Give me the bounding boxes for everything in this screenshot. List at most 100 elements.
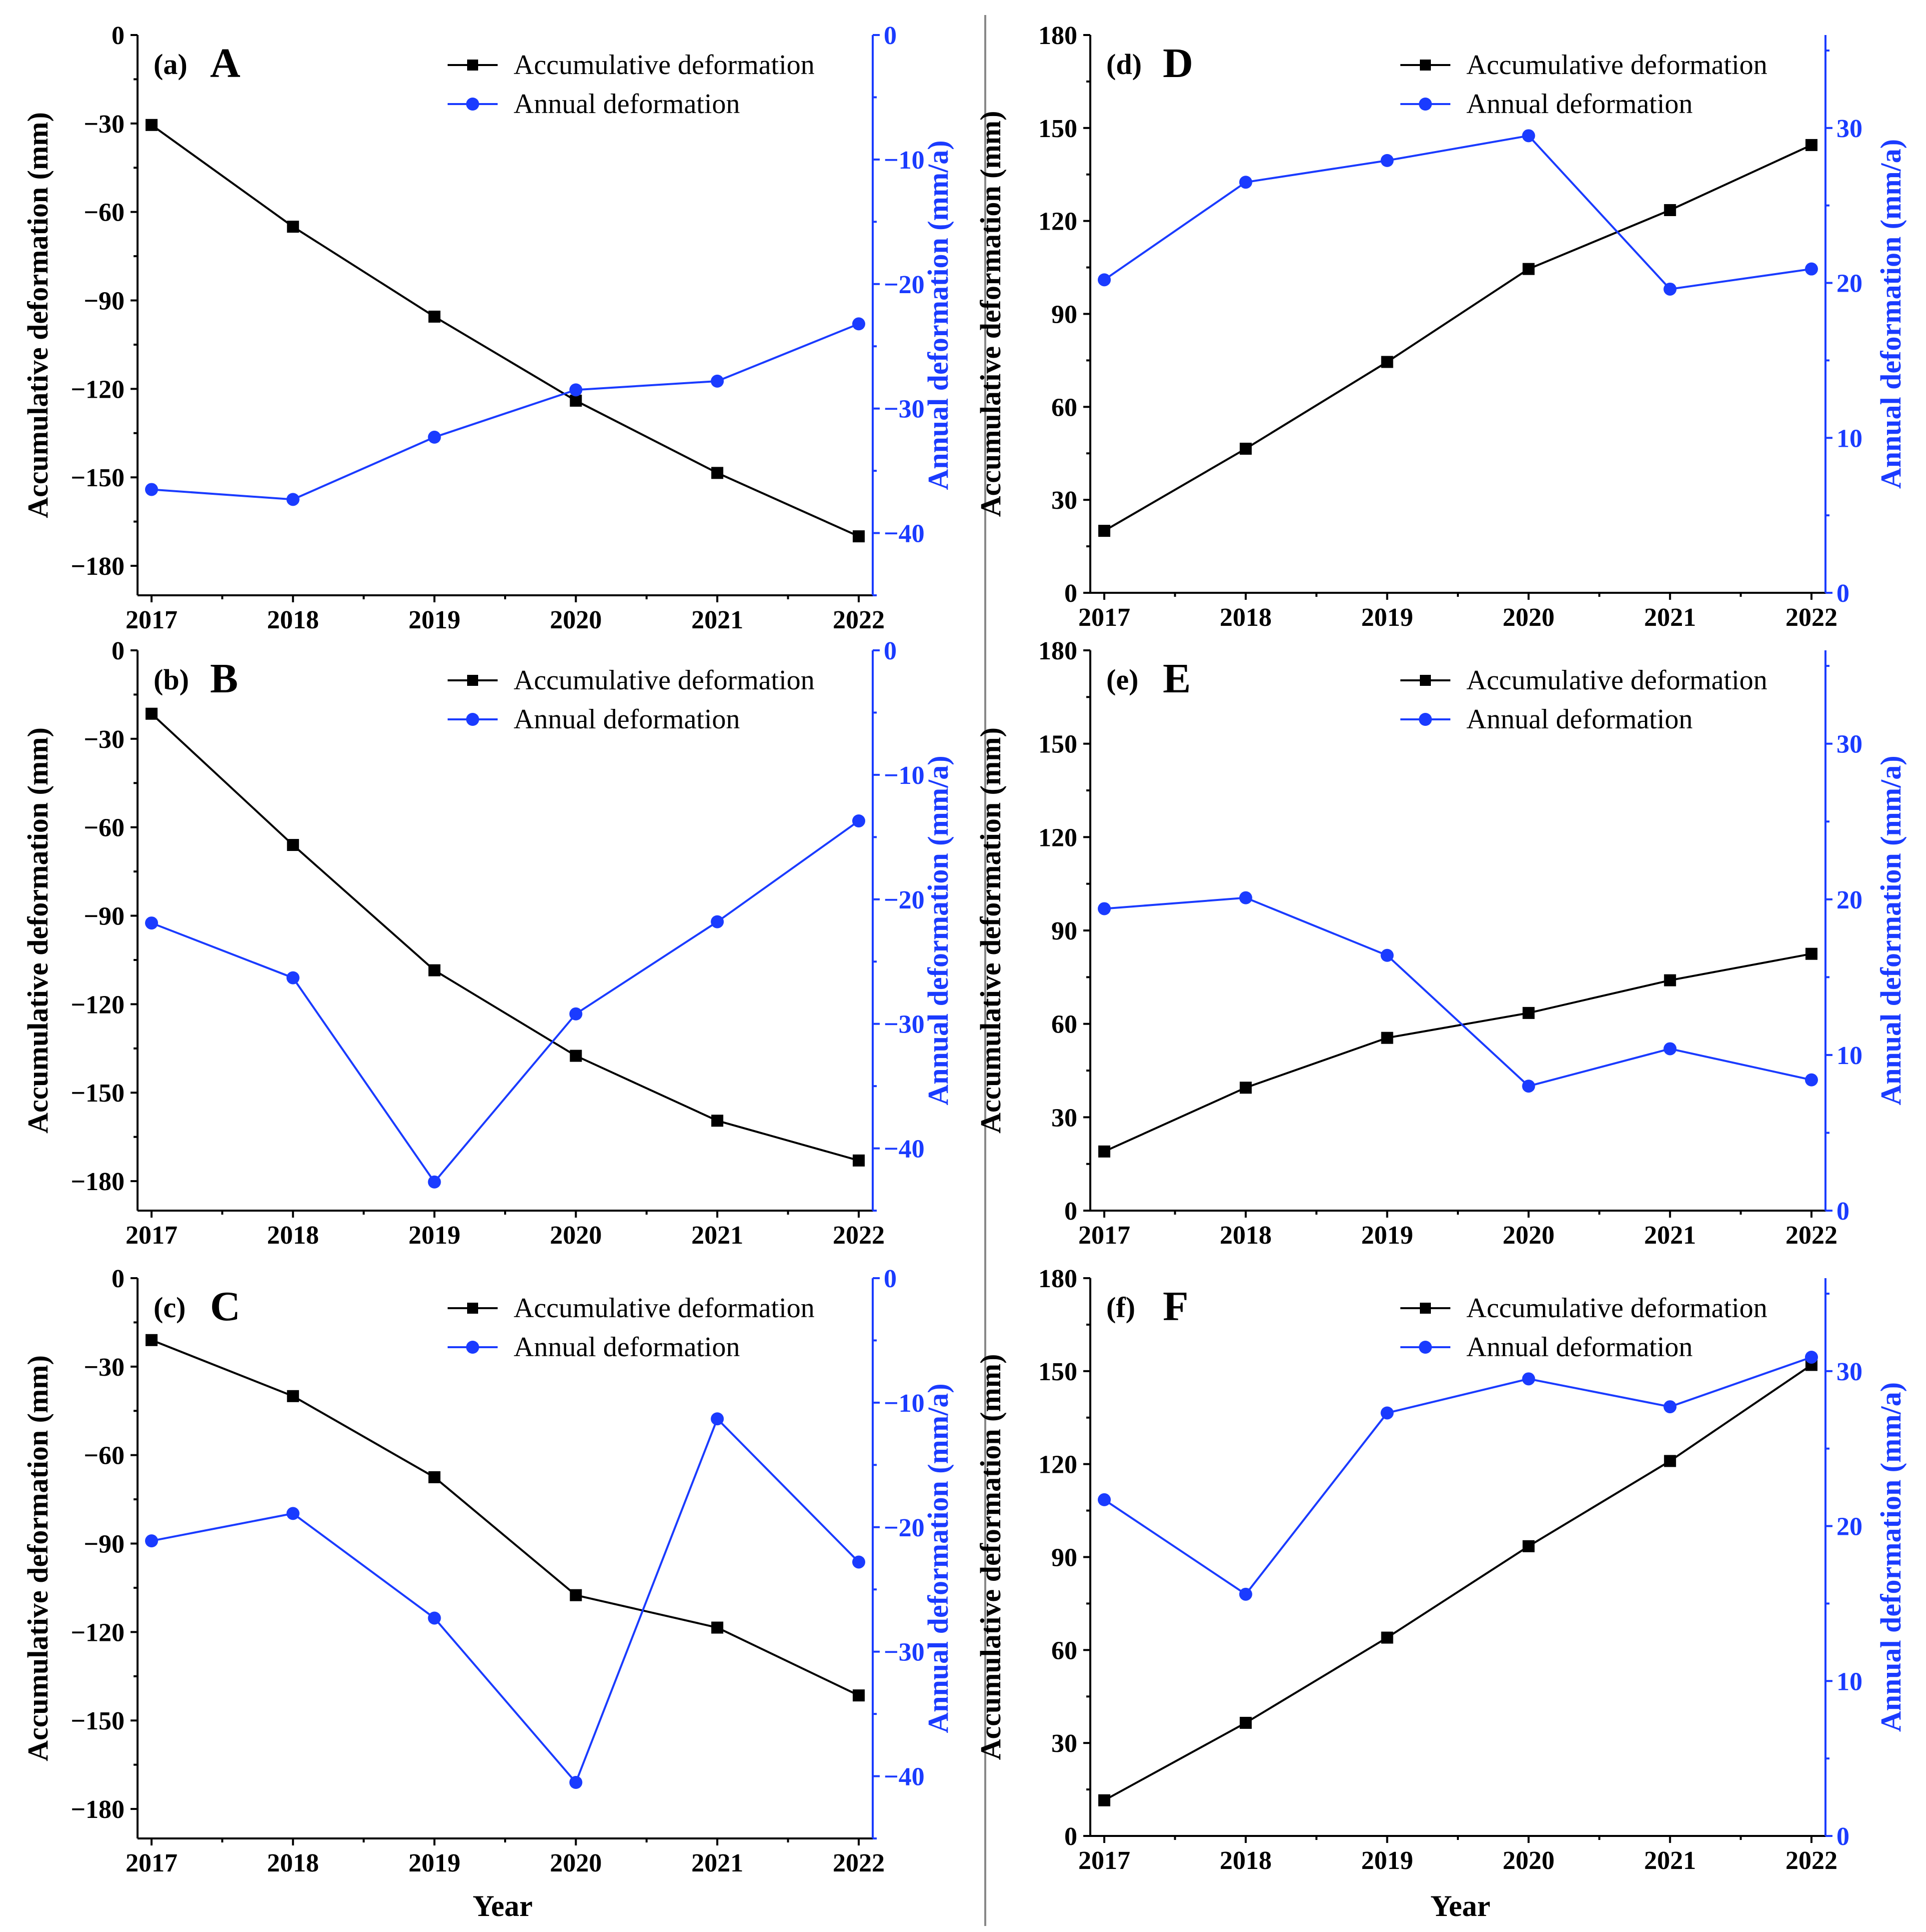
- left-tick-label: −30: [84, 725, 125, 754]
- annual-point: [852, 317, 865, 331]
- annual-point: [1663, 282, 1677, 296]
- right-tick-label: 30: [1836, 1358, 1862, 1386]
- annual-series-line: [1104, 896, 1812, 1088]
- left-tick-label: 0: [112, 22, 125, 50]
- accumulative-point: [146, 119, 158, 131]
- x-tick-label: 2022: [1785, 603, 1837, 632]
- panel-label: (c): [154, 1291, 186, 1324]
- accumulative-point: [428, 964, 441, 977]
- accumulative-point: [428, 1471, 441, 1483]
- x-tick-label: 2022: [1785, 1221, 1837, 1250]
- left-tick-label: −180: [71, 1168, 125, 1196]
- right-tick-label: −20: [884, 271, 925, 299]
- accumulative-point: [287, 221, 299, 233]
- right-tick-label: 10: [1836, 424, 1862, 453]
- annual-point: [1805, 262, 1818, 276]
- chart-panel-c: 0 −30 −60 −90 −120 −150 −180 0 −10 −20 −30 −40 2017 2…: [22, 1265, 954, 1877]
- x-tick-label: 2019: [409, 1849, 461, 1877]
- left-tick-label: −150: [71, 1707, 125, 1735]
- legend-annual-label: Annual deformation: [1466, 704, 1693, 735]
- left-tick-label: 180: [1038, 1265, 1077, 1293]
- left-tick-label: −120: [71, 991, 125, 1019]
- accumulative-point: [853, 530, 865, 543]
- right-tick-label: −20: [884, 886, 925, 914]
- left-tick-label: 0: [1064, 1197, 1077, 1226]
- accumulative-point: [570, 1589, 582, 1601]
- annual-point: [1239, 1587, 1252, 1601]
- x-tick-label: 2020: [1502, 1221, 1554, 1250]
- annual-point: [711, 1412, 724, 1426]
- panel-letter: B: [210, 655, 238, 702]
- right-tick-label: −30: [884, 395, 925, 424]
- left-tick-label: 0: [112, 1265, 125, 1293]
- accumulative-point: [1098, 525, 1110, 537]
- left-tick-label: 150: [1038, 730, 1077, 759]
- accumulative-point: [1239, 1716, 1252, 1729]
- left-tick-label: −60: [84, 814, 125, 842]
- left-tick-label: 120: [1038, 208, 1077, 236]
- panel-label: (f): [1106, 1291, 1135, 1324]
- x-tick-label: 2021: [1644, 603, 1696, 632]
- legend-annual-marker: [466, 713, 479, 726]
- x-tick-label: 2020: [550, 1221, 602, 1250]
- left-tick-label: −120: [71, 375, 125, 404]
- x-tick-label: 2021: [691, 1849, 743, 1877]
- x-axis-title-left: Year: [473, 1889, 533, 1922]
- annual-point: [1522, 129, 1535, 143]
- x-tick-label: 2022: [1785, 1846, 1837, 1875]
- left-tick-label: −90: [84, 287, 125, 316]
- left-tick-label: −30: [84, 110, 125, 139]
- panel-label: (d): [1106, 48, 1142, 81]
- annual-point: [145, 1534, 158, 1548]
- annual-point: [1239, 891, 1252, 904]
- accumulative-point: [1805, 947, 1817, 960]
- right-axis-title: Annual deformation (mm/a): [1874, 755, 1907, 1105]
- annual-point: [1805, 1073, 1818, 1087]
- accumulative-point: [570, 1050, 582, 1062]
- accumulative-point: [1664, 974, 1676, 987]
- right-axis-title: Annual deformation (mm/a): [922, 140, 954, 490]
- legend-accumulative-marker: [1420, 60, 1431, 71]
- legend-accumulative-label: Accumulative deformation: [514, 50, 815, 81]
- annual-point: [1380, 154, 1394, 167]
- accumulative-point: [853, 1689, 865, 1702]
- x-tick-label: 2019: [409, 1221, 461, 1250]
- left-axis-title: Accumulative deformation (mm): [22, 727, 54, 1134]
- right-tick-label: 0: [1836, 1822, 1849, 1851]
- chart-panel-e: 0 30 60 90 120 150 180 0 10 20 30 2017 2018 2019 2020 2…: [974, 637, 1907, 1250]
- annual-point: [569, 383, 583, 397]
- left-tick-label: 0: [1064, 1822, 1077, 1851]
- left-tick-label: −150: [71, 1079, 125, 1108]
- panel-label: (b): [154, 663, 189, 696]
- x-tick-label: 2017: [126, 606, 178, 634]
- chart-panel-d: 0 30 60 90 120 150 180 0 10 20 30 2017 2018 2019 2020 2…: [974, 22, 1907, 632]
- legend-accumulative-marker: [467, 1303, 478, 1314]
- right-tick-label: 20: [1836, 1513, 1862, 1541]
- annual-point: [1380, 1406, 1394, 1420]
- accumulative-point: [1381, 1032, 1393, 1044]
- panel-letter: C: [210, 1283, 241, 1330]
- annual-point: [1663, 1042, 1677, 1056]
- chart-panel-b: 0 −30 −60 −90 −120 −150 −180 0 −10 −20 −30 −40 2017 2…: [22, 637, 954, 1250]
- x-tick-label: 2019: [1361, 603, 1413, 632]
- accumulative-series-line: [1104, 952, 1812, 1153]
- left-tick-label: 30: [1051, 486, 1077, 515]
- panel-letter: F: [1163, 1283, 1188, 1330]
- panel-label: (e): [1106, 663, 1138, 696]
- x-tick-label: 2019: [1361, 1846, 1413, 1875]
- left-tick-label: −150: [71, 464, 125, 492]
- right-tick-label: −10: [884, 146, 925, 175]
- accumulative-point: [1805, 139, 1817, 151]
- left-tick-label: −30: [84, 1353, 125, 1382]
- annual-point: [286, 493, 300, 506]
- accumulative-point: [1522, 263, 1535, 275]
- accumulative-series-line: [151, 1339, 859, 1696]
- legend-annual-label: Annual deformation: [514, 1332, 740, 1363]
- left-tick-label: 60: [1051, 393, 1077, 422]
- left-axis-title: Accumulative deformation (mm): [974, 727, 1007, 1134]
- legend-accumulative-label: Accumulative deformation: [514, 1293, 815, 1324]
- x-tick-label: 2020: [550, 1849, 602, 1877]
- annual-point: [286, 1507, 300, 1520]
- x-tick-label: 2017: [1078, 1846, 1130, 1875]
